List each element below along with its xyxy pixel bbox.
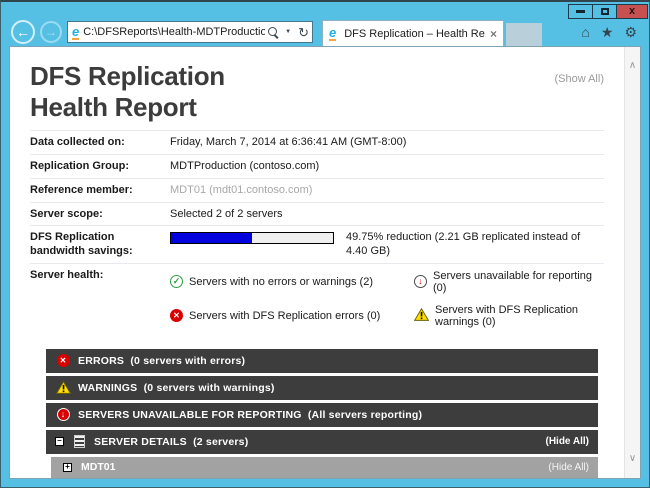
- info-value: Friday, March 7, 2014 at 6:36:41 AM (GMT…: [170, 136, 407, 149]
- unavailable-icon: [414, 275, 427, 289]
- ie-page-icon: e: [72, 23, 80, 40]
- browser-toolbar: ← → e C:\DFSReports\Health-MDTProduction…: [1, 18, 649, 46]
- report-info-table: Data collected on: Friday, March 7, 2014…: [30, 130, 604, 339]
- health-item-ok: Servers with no errors or warnings (2): [170, 270, 414, 294]
- section-unavailable[interactable]: SERVERS UNAVAILABLE FOR REPORTING (All s…: [46, 402, 598, 427]
- show-all-link[interactable]: (Show All): [554, 73, 604, 85]
- warning-icon: [55, 381, 71, 395]
- warning-icon: [414, 307, 429, 324]
- home-icon[interactable]: ⌂: [581, 24, 590, 40]
- close-button[interactable]: x: [616, 4, 648, 19]
- info-value: MDTProduction (contoso.com): [170, 160, 320, 173]
- hide-all-link[interactable]: (Hide All): [545, 436, 589, 448]
- content-viewport: DFS Replication Health Report (Show All)…: [9, 46, 641, 479]
- info-row-reference-member: Reference member: MDT01 (mdt01.contoso.c…: [30, 177, 604, 202]
- refresh-icon[interactable]: ↻: [298, 24, 309, 40]
- info-label: Server scope:: [30, 207, 103, 220]
- ie-tab-icon: e: [329, 25, 337, 41]
- unavailable-icon: [56, 408, 70, 422]
- info-row-server-scope: Server scope: Selected 2 of 2 servers: [30, 201, 604, 226]
- maximize-icon: [600, 8, 609, 15]
- close-icon: x: [628, 4, 636, 17]
- server-health-grid: Servers with no errors or warnings (2) S…: [170, 269, 604, 335]
- address-url[interactable]: C:\DFSReports\Health-MDTProduction-07Ma: [83, 26, 265, 38]
- server-icon: [73, 435, 85, 449]
- health-item-errors: Servers with DFS Replication errors (0): [170, 304, 414, 328]
- report-sections: ERRORS (0 servers with errors) WARNINGS …: [46, 348, 598, 478]
- section-warnings[interactable]: WARNINGS (0 servers with warnings): [46, 375, 598, 400]
- bandwidth-summary: 49.75% reduction (2.21 GB replicated ins…: [346, 231, 581, 258]
- maximize-button[interactable]: [592, 4, 617, 19]
- report-page: DFS Replication Health Report (Show All)…: [10, 47, 624, 478]
- info-value: MDT01 (mdt01.contoso.com): [170, 183, 313, 196]
- minimize-button[interactable]: [568, 4, 593, 19]
- info-row-server-health: Server health: Servers with no errors or…: [30, 262, 604, 339]
- page-title: DFS Replication Health Report: [30, 61, 225, 122]
- info-label: DFS Replication bandwidth savings:: [30, 231, 133, 258]
- server-name: MDT01: [81, 461, 116, 474]
- browser-tab[interactable]: e DFS Replication – Health Re... ×: [322, 20, 504, 46]
- info-label: Server health:: [30, 268, 104, 281]
- scroll-up-icon[interactable]: ∧: [628, 60, 637, 71]
- new-tab-button[interactable]: [506, 23, 542, 46]
- scroll-down-icon[interactable]: ∨: [628, 453, 637, 464]
- info-label: Replication Group:: [30, 160, 129, 173]
- bandwidth-bar-fill: [171, 233, 252, 244]
- window-controls: x: [568, 4, 648, 19]
- back-button[interactable]: ←: [11, 20, 35, 44]
- bandwidth-progress-bar: [170, 232, 334, 245]
- server-row-mdt01[interactable]: + MDT01 (Hide All): [51, 456, 598, 478]
- info-row-bandwidth: DFS Replication bandwidth savings: 49.75…: [30, 225, 604, 263]
- favorites-star-icon[interactable]: ★: [600, 24, 614, 40]
- info-value: Selected 2 of 2 servers: [170, 207, 283, 220]
- ok-icon: [170, 275, 183, 289]
- hide-all-link[interactable]: (Hide All): [548, 461, 589, 473]
- info-row-replication-group: Replication Group: MDTProduction (contos…: [30, 154, 604, 178]
- expand-icon[interactable]: +: [63, 462, 72, 472]
- health-item-unavailable: Servers unavailable for reporting (0): [414, 270, 604, 294]
- section-server-details[interactable]: – SERVER DETAILS (2 servers) (Hide All): [46, 429, 598, 454]
- address-bar[interactable]: e C:\DFSReports\Health-MDTProduction-07M…: [67, 21, 313, 43]
- info-label: Reference member:: [30, 183, 133, 196]
- info-label: Data collected on:: [30, 136, 125, 149]
- tab-close-icon[interactable]: ×: [489, 26, 497, 41]
- vertical-scrollbar[interactable]: ∧ ∨: [624, 47, 640, 478]
- back-arrow-icon: ←: [16, 24, 30, 40]
- chevron-down-icon[interactable]: ▼: [285, 29, 292, 35]
- forward-button[interactable]: →: [40, 21, 62, 43]
- error-icon: [56, 354, 70, 368]
- settings-gear-icon[interactable]: ⚙: [624, 24, 637, 40]
- search-icon[interactable]: [267, 26, 280, 39]
- forward-arrow-icon: →: [45, 25, 57, 39]
- health-item-warnings: Servers with DFS Replication warnings (0…: [414, 304, 604, 328]
- minimize-icon: [576, 10, 585, 13]
- error-icon: [170, 309, 183, 323]
- section-errors[interactable]: ERRORS (0 servers with errors): [46, 348, 598, 373]
- title-bar[interactable]: x: [1, 2, 649, 19]
- info-row-data-collected: Data collected on: Friday, March 7, 2014…: [30, 130, 604, 154]
- toolbar-icons: ⌂ ★ ⚙: [581, 25, 643, 39]
- collapse-icon[interactable]: –: [55, 437, 64, 447]
- tab-title: DFS Replication – Health Re...: [344, 27, 486, 40]
